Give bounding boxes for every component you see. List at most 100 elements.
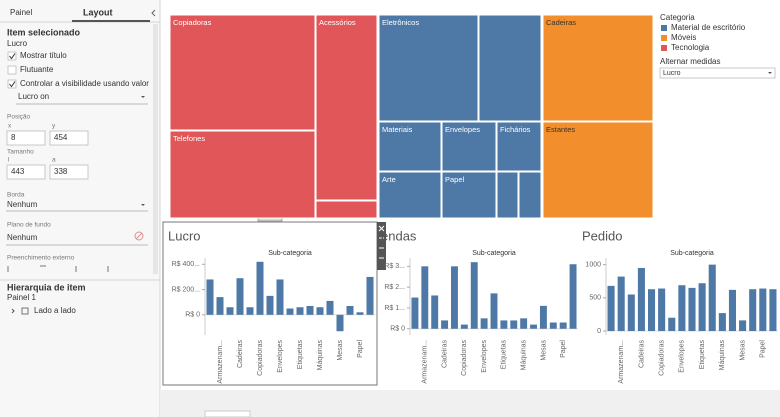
y-tick-label: R$ 3... — [384, 263, 405, 270]
bar — [769, 289, 777, 332]
treemap-tile — [496, 121, 542, 172]
dropdown-value[interactable]: Nenhum — [7, 233, 38, 242]
section-title: Item selecionado — [7, 27, 81, 37]
hierarchy-child[interactable]: Lado a lado — [34, 306, 76, 315]
chart-subtitle: Sub-categoria — [268, 250, 312, 257]
hierarchy-root[interactable]: Painel 1 — [7, 293, 36, 302]
scrollbar[interactable] — [153, 24, 158, 274]
bar — [266, 295, 274, 315]
y-tick-label: 1000 — [585, 261, 601, 268]
x-tick-label: Etiquetas — [297, 340, 304, 370]
x-tick-label: Armazenam... — [422, 340, 429, 384]
x-tick-label: Papel — [357, 340, 364, 358]
bar — [346, 305, 354, 315]
x-tick-label: Envelopes — [679, 340, 686, 373]
option[interactable]: Controlar a visibilidade usando valor — [20, 79, 149, 88]
chart-subtitle: Sub-categoria — [670, 250, 714, 257]
y-tick-label: R$ 200... — [172, 286, 200, 293]
tab[interactable]: Painel — [10, 8, 32, 17]
no-color-icon[interactable] — [134, 231, 144, 241]
input[interactable] — [49, 164, 89, 180]
dropdown-value[interactable]: Nenhum — [7, 200, 38, 209]
x-tick-label: Copiadoras — [461, 340, 468, 376]
treemap-tile — [169, 130, 316, 219]
collapse-icon[interactable] — [151, 9, 156, 17]
input-value: 454 — [54, 133, 68, 142]
bar — [326, 300, 334, 315]
x-tick-label: Envelopes — [277, 340, 284, 373]
y-tick-label: R$ 0 — [185, 312, 200, 319]
x-tick-label: Máquinas — [520, 340, 527, 371]
check — [9, 81, 16, 88]
dropdown-arrow[interactable] — [768, 72, 772, 74]
bar — [336, 314, 344, 332]
dropdown-value[interactable]: Lucro on — [18, 92, 49, 101]
floating-toolbar[interactable] — [377, 222, 386, 270]
bar — [698, 283, 706, 332]
bar — [356, 312, 364, 315]
left-panel — [0, 0, 160, 417]
checkbox[interactable] — [7, 65, 17, 75]
bar — [316, 307, 324, 315]
x-tick-label: Mesas — [337, 340, 344, 361]
treemap-tile — [542, 14, 654, 122]
y-tick-label: R$ 400... — [172, 261, 200, 268]
chart-subtitle: Sub-categoria — [472, 250, 516, 257]
checkbox[interactable] — [7, 79, 17, 89]
bar — [246, 307, 254, 315]
x-tick-label: Mesas — [540, 340, 547, 361]
bar — [749, 289, 757, 332]
treemap-tile — [315, 200, 378, 219]
selected-frame[interactable] — [162, 221, 378, 386]
input[interactable] — [6, 130, 46, 146]
bar — [668, 317, 676, 332]
bar — [728, 289, 737, 332]
bar — [276, 279, 284, 315]
bar — [647, 289, 656, 332]
bar — [256, 261, 264, 315]
measure-label: Alternar medidas — [660, 57, 720, 66]
measure-value[interactable]: Lucro — [663, 70, 681, 77]
input[interactable] — [49, 130, 89, 146]
bar — [520, 318, 528, 329]
option[interactable]: Flutuante — [20, 65, 54, 74]
field-label: Posição — [7, 114, 31, 121]
option[interactable]: Mostrar título — [20, 51, 67, 60]
measure-dropdown[interactable] — [659, 67, 776, 79]
bar — [226, 307, 234, 315]
sheet-tab[interactable] — [204, 410, 251, 417]
bar — [236, 278, 244, 315]
bar — [411, 297, 419, 329]
bar — [627, 294, 635, 332]
bar — [759, 288, 767, 332]
bar — [470, 262, 478, 329]
legend-label: Tecnologia — [671, 43, 710, 52]
expand-icon[interactable] — [11, 308, 15, 314]
bar — [739, 320, 747, 332]
tab-active[interactable]: Layout — [83, 7, 113, 17]
dropdown-arrow[interactable] — [141, 204, 145, 206]
bar — [617, 276, 625, 332]
input[interactable] — [6, 164, 46, 180]
input-value: 338 — [54, 167, 68, 176]
legend-swatch — [661, 25, 667, 31]
treemap-label: Envelopes — [445, 125, 480, 134]
x-tick-label: Papel — [560, 340, 567, 358]
treemap-tile — [518, 171, 542, 219]
legend-label: Móveis — [671, 33, 696, 42]
hierarchy-title: Hierarquia de item — [7, 282, 86, 292]
treemap-tile — [315, 14, 378, 201]
y-tick-label: R$ 0 — [390, 326, 405, 333]
field-label: Preenchimento externo — [7, 255, 75, 262]
x-tick-label: Mesas — [739, 340, 746, 361]
bar — [306, 305, 314, 315]
checkbox[interactable] — [7, 51, 17, 61]
bar — [366, 276, 374, 315]
treemap-tile — [478, 14, 542, 122]
legend-swatch — [661, 45, 667, 51]
bar — [607, 285, 615, 332]
field-label: y — [52, 123, 56, 130]
padding-icons[interactable] — [7, 265, 109, 272]
dropdown-arrow[interactable] — [141, 96, 145, 98]
treemap-tile — [169, 14, 316, 131]
